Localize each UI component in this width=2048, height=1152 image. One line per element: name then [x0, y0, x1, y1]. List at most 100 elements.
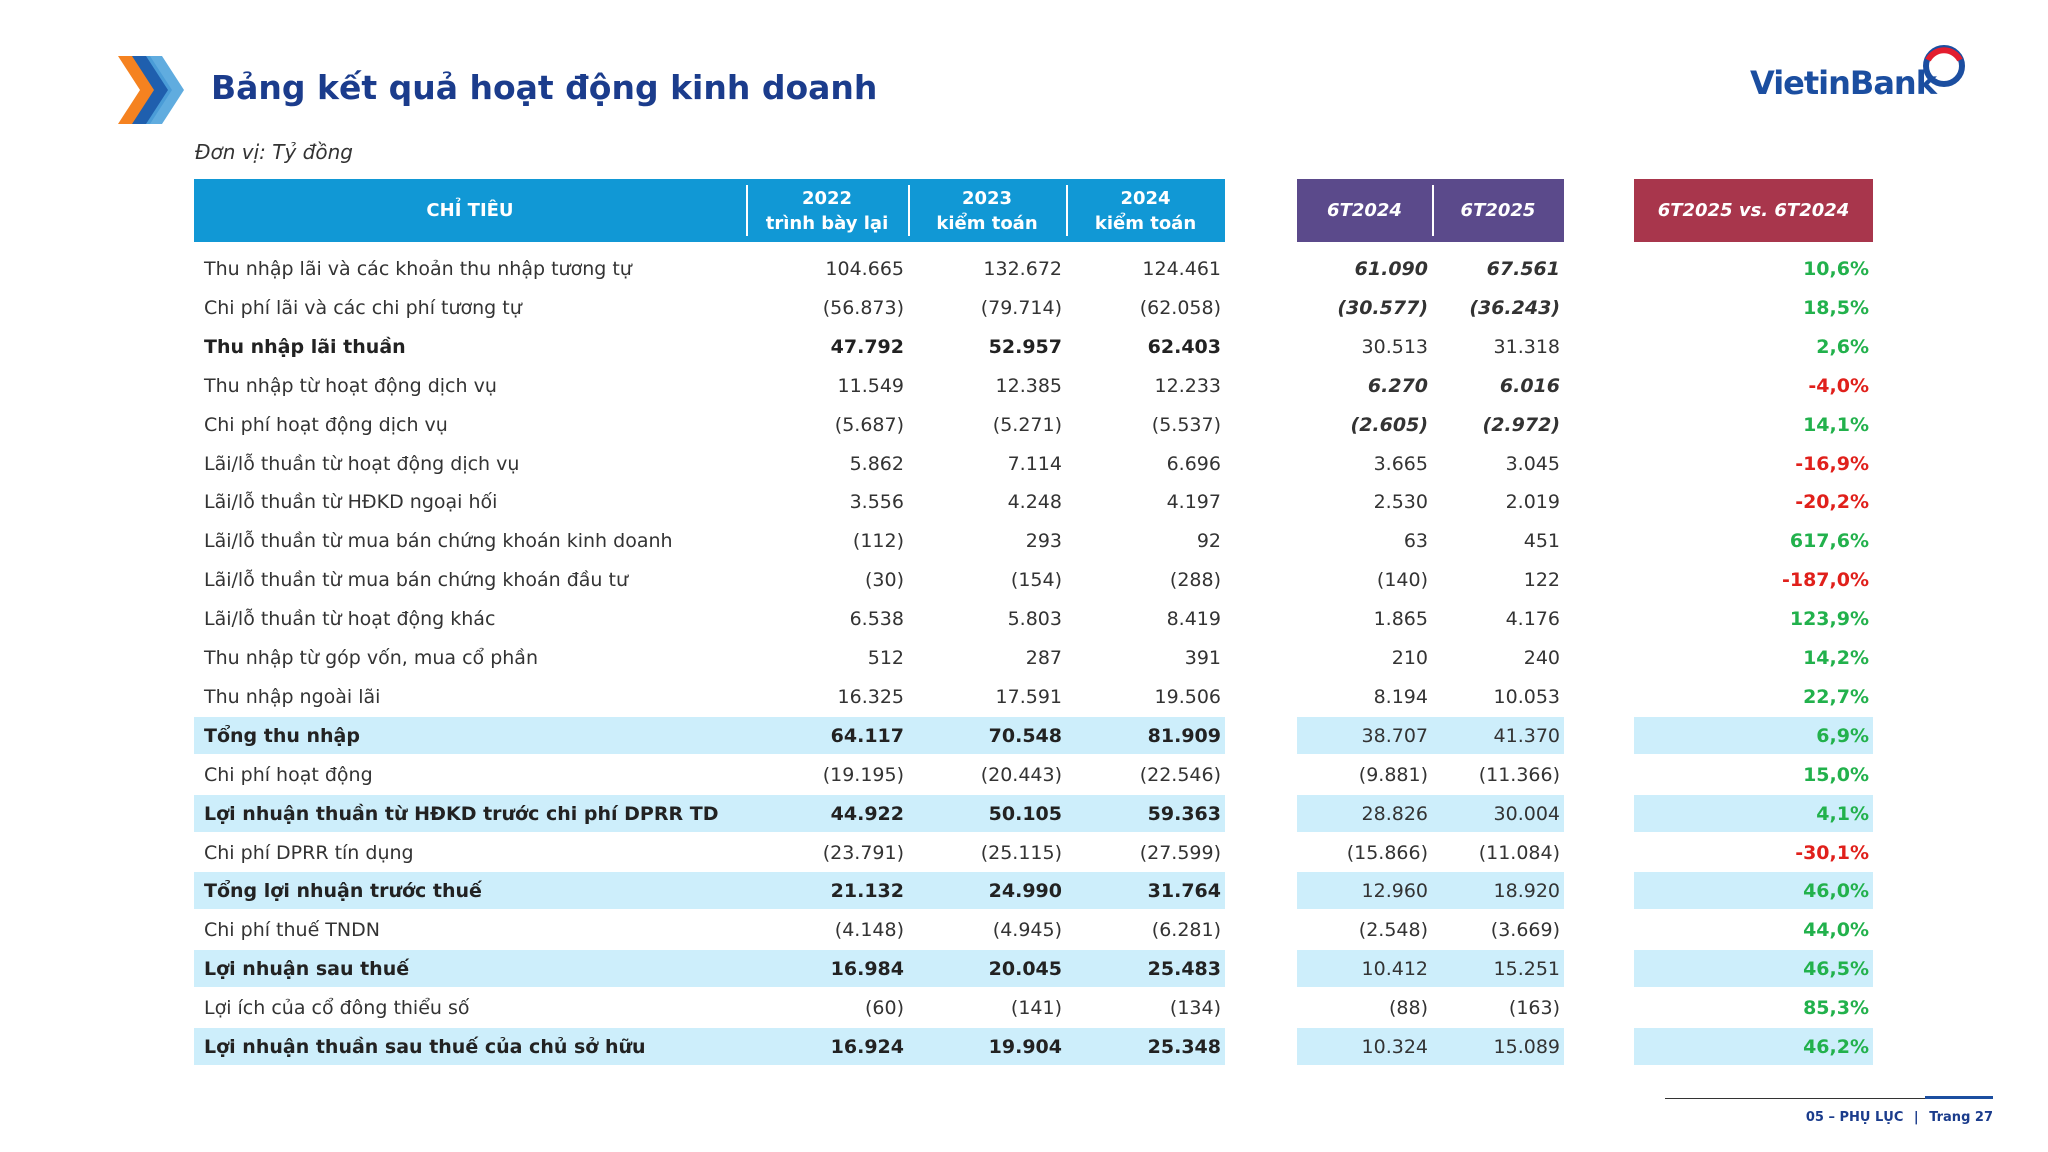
cell-value: 451	[1523, 530, 1560, 553]
cell-value: 61.090	[1354, 258, 1428, 280]
cell-value: (11.084)	[1478, 841, 1560, 864]
cell-value: 14,1%	[1803, 413, 1869, 436]
cell-value: 15.251	[1493, 958, 1560, 981]
brand-chevrons	[118, 56, 184, 124]
cell-value: -16,9%	[1795, 452, 1869, 475]
row-label: Thu nhập lãi thuần	[204, 335, 406, 358]
footer: 05 – PHỤ LỤC | Trang 27	[1805, 1110, 1993, 1125]
cell-value: 132.672	[983, 258, 1062, 280]
header-note: trình bày lại	[765, 212, 889, 234]
cell-value: 85,3%	[1803, 997, 1869, 1020]
cell-value: (2.972)	[1482, 413, 1560, 436]
cell-value: 11.549	[837, 374, 904, 397]
unit: Đơn vị: Tỷ đồng	[195, 140, 353, 164]
cell-value: 240	[1523, 647, 1560, 669]
row-label: Chi phí DPRR tín dụng	[204, 841, 414, 864]
cell-value: 46,0%	[1803, 880, 1869, 903]
row-highlight	[194, 716, 1225, 754]
cell-value: (4.945)	[992, 919, 1062, 942]
row-label: Tổng lợi nhuận trước thuế	[204, 880, 482, 903]
header-bg	[1297, 179, 1564, 242]
cell-value: 3.556	[849, 491, 904, 514]
row-label: Chi phí lãi và các chi phí tương tự	[204, 296, 522, 319]
cell-value: (163)	[1508, 997, 1560, 1020]
header-divider	[1066, 185, 1068, 236]
cell-value: (88)	[1388, 997, 1428, 1020]
cell-value: 44.922	[830, 802, 904, 825]
cell-value: (27.599)	[1139, 841, 1221, 864]
cell-value: 293	[1025, 530, 1062, 553]
cell-value: (79.714)	[980, 296, 1062, 319]
cell-value: 2.019	[1505, 491, 1560, 514]
cell-value: (5.271)	[992, 413, 1062, 436]
row-label: Lợi nhuận sau thuế	[204, 958, 410, 981]
cell-value: (23.791)	[822, 841, 904, 864]
cell-value: 4.176	[1505, 608, 1560, 631]
cell-value: (36.243)	[1469, 296, 1560, 319]
cell-value: 31.318	[1493, 335, 1560, 358]
header-year: 6T2025 vs. 6T2024	[1657, 200, 1850, 221]
cell-value: (30)	[864, 569, 904, 592]
cell-value: (25.115)	[980, 841, 1062, 864]
cell-value: 3.045	[1505, 452, 1560, 475]
cell-value: 10.053	[1493, 685, 1560, 708]
row-label: Thu nhập từ hoạt động dịch vụ	[204, 374, 497, 397]
cell-value: 5.862	[849, 452, 904, 475]
header-bg	[1634, 179, 1873, 242]
cell-value: 47.792	[830, 335, 904, 358]
cell-value: 44,0%	[1803, 919, 1869, 942]
cell-value: (2.548)	[1358, 919, 1428, 942]
cell-value: -4,0%	[1808, 374, 1869, 397]
row-label: Chi phí hoạt động dịch vụ	[204, 413, 448, 436]
cell-value: 19.904	[988, 1036, 1062, 1058]
cell-value: 12.960	[1361, 880, 1428, 903]
cell-value: 70.548	[988, 724, 1062, 747]
row-highlight	[1634, 716, 1873, 754]
cell-value: (154)	[1010, 569, 1062, 592]
cell-value: (56.873)	[822, 296, 904, 319]
cell-value: 4.248	[1007, 491, 1062, 514]
cell-value: 3.665	[1373, 452, 1428, 475]
row-highlight	[1634, 1028, 1873, 1065]
row-label: Lãi/lỗ thuần từ mua bán chứng khoán kinh…	[204, 530, 673, 553]
row-label: Thu nhập ngoài lãi	[204, 685, 381, 708]
cell-value: (134)	[1169, 997, 1221, 1020]
title: Bảng kết quả hoạt động kinh doanh	[211, 68, 878, 107]
logo-icon	[1923, 45, 1965, 87]
cell-value: -187,0%	[1781, 569, 1869, 592]
cell-value: (5.537)	[1151, 413, 1221, 436]
cell-value: 10.412	[1361, 958, 1428, 981]
cell-value: (141)	[1010, 997, 1062, 1020]
cell-value: 14,2%	[1803, 647, 1869, 669]
cell-value: 67.561	[1486, 258, 1560, 280]
cell-value: 6.016	[1499, 374, 1560, 397]
cell-value: 6,9%	[1816, 724, 1869, 747]
logo: VietinBank	[1750, 64, 1937, 102]
header-year: 6T2025	[1460, 200, 1536, 221]
cell-value: (3.669)	[1490, 919, 1560, 942]
cell-value: (288)	[1169, 569, 1221, 592]
row-highlight	[1297, 1028, 1564, 1065]
row-highlight	[1297, 872, 1564, 910]
row-label: Lợi ích của cổ đông thiểu số	[204, 997, 470, 1020]
cell-value: 7.114	[1007, 452, 1062, 475]
cell-value: 4,1%	[1816, 802, 1869, 825]
cell-value: 31.764	[1147, 880, 1221, 903]
row-highlight	[1634, 872, 1873, 910]
cell-value: 287	[1025, 647, 1062, 669]
row-label: Lợi nhuận thuần sau thuế của chủ sở hữu	[204, 1036, 646, 1058]
cell-value: (15.866)	[1346, 841, 1428, 864]
row-highlight	[194, 950, 1225, 988]
cell-value: 21.132	[830, 880, 904, 903]
cell-value: (30.577)	[1337, 296, 1428, 319]
cell-value: 64.117	[830, 724, 904, 747]
cell-value: 6.696	[1166, 452, 1221, 475]
cell-value: 123,9%	[1789, 608, 1869, 631]
cell-value: 19.506	[1154, 685, 1221, 708]
row-highlight	[1297, 950, 1564, 988]
row-label: Lãi/lỗ thuần từ hoạt động dịch vụ	[204, 452, 520, 475]
cell-value: 28.826	[1361, 802, 1428, 825]
header-bg	[194, 179, 1225, 242]
row-highlight	[1297, 716, 1564, 754]
